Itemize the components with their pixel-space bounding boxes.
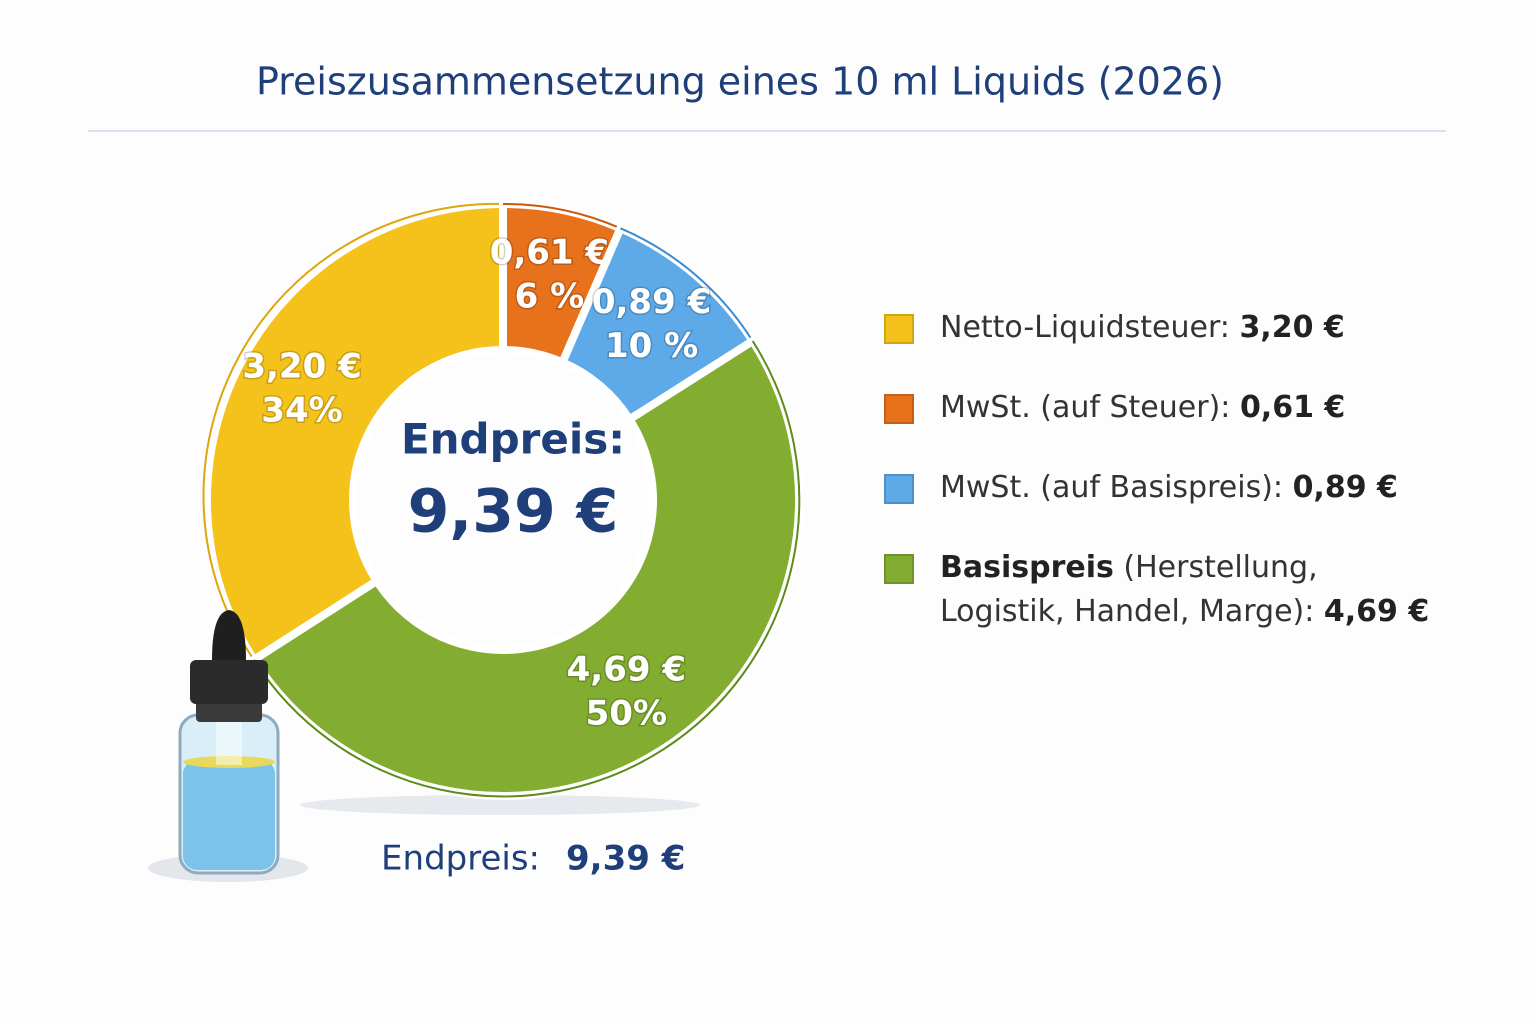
legend-name: Basispreis (940, 550, 1114, 585)
legend-value: 4,69 € (1323, 594, 1430, 629)
legend-item: Netto-Liquidsteuer: 3,20 € (884, 306, 1444, 350)
slice-percent-label: 50% (586, 693, 667, 733)
legend-detail: (Herstellung, Logistik, Handel, Marge): (940, 550, 1318, 629)
slice-value-label: 0,61 € (490, 232, 609, 272)
legend-swatch (884, 554, 914, 584)
slice-value-label: 0,89 € (592, 282, 711, 322)
legend-swatch (884, 394, 914, 424)
slice-edge (202, 202, 504, 661)
slice-percent-label: 10 % (605, 326, 698, 366)
slice-edge (502, 202, 621, 230)
legend-swatch (884, 314, 914, 344)
donut: 3,20 €34% 0,61 €6 % 0,89 €10 % 4,69 €50% (202, 199, 804, 801)
slice-percent-label: 34% (261, 391, 342, 431)
footer-label: Endpreis: (381, 839, 540, 879)
slice-value-label: 3,20 € (242, 347, 361, 387)
chart-title: Preiszusammensetzung eines 10 ml Liquids… (256, 60, 1224, 104)
slice-edge (253, 340, 801, 798)
legend-item: Basispreis (Herstellung, Logistik, Hande… (884, 546, 1444, 634)
bottle-icon (148, 610, 308, 882)
legend-item: MwSt. (auf Steuer): 0,61 € (884, 386, 1444, 430)
legend-name: MwSt. (auf Steuer): (940, 390, 1231, 425)
legend-value: 0,61 € (1239, 390, 1346, 425)
footer-total: 9,39 € (566, 839, 685, 879)
legend-value: 0,89 € (1292, 470, 1398, 505)
legend: Netto-Liquidsteuer: 3,20 € MwSt. (auf Ste… (884, 306, 1444, 670)
legend-swatch (884, 474, 914, 504)
center-label: Endpreis: (401, 415, 625, 464)
legend-name: Netto-Liquidsteuer: (940, 310, 1230, 345)
slice (203, 199, 507, 666)
legend-name: MwSt. (auf Basispreis): (940, 470, 1284, 505)
legend-value: 3,20 € (1239, 310, 1345, 345)
pie-shadow (300, 795, 700, 815)
slice-percent-label: 6 % (515, 276, 585, 316)
center-total: 9,39 € (408, 477, 619, 547)
legend-item: MwSt. (auf Basispreis): 0,89 € (884, 466, 1444, 510)
slice-value-label: 4,69 € (567, 649, 686, 689)
slice-edge (620, 227, 754, 342)
